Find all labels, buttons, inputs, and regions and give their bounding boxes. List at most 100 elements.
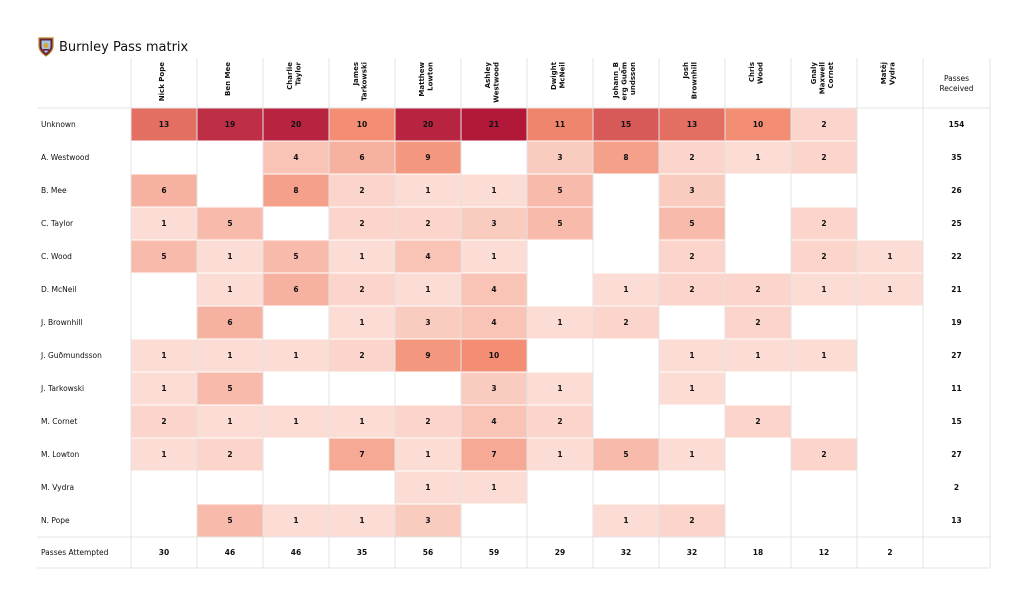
matrix-cell — [395, 339, 461, 372]
cell-value: 2 — [821, 219, 826, 228]
matrix-cell — [791, 339, 857, 372]
cell-value: 10 — [753, 120, 763, 129]
cell-value: 3 — [689, 186, 694, 195]
matrix-cell — [461, 438, 527, 471]
cell-value: 5 — [227, 219, 232, 228]
row-label: M. Lowton — [41, 450, 80, 459]
matrix-cell — [461, 405, 527, 438]
cell-value: 10 — [357, 120, 367, 129]
cell-value: 7 — [491, 450, 496, 459]
passes-attempted-value: 46 — [225, 548, 235, 557]
cell-value: 1 — [161, 450, 166, 459]
row-label: D. McNeil — [41, 285, 77, 294]
cell-value: 1 — [425, 285, 430, 294]
passes-attempted-value: 46 — [291, 548, 301, 557]
matrix-cell — [131, 339, 197, 372]
cell-value: 2 — [359, 285, 364, 294]
matrix-cell — [659, 504, 725, 537]
matrix-cell — [725, 141, 791, 174]
matrix-cell — [461, 273, 527, 306]
matrix-cell — [461, 108, 527, 141]
matrix-cell — [593, 504, 659, 537]
matrix-cell — [527, 174, 593, 207]
cell-value: 1 — [425, 483, 430, 492]
cell-value: 13 — [159, 120, 169, 129]
passes-attempted-value: 12 — [819, 548, 829, 557]
matrix-cell — [197, 372, 263, 405]
matrix-cell — [791, 108, 857, 141]
team-crest-logo — [38, 37, 54, 57]
matrix-cell — [395, 273, 461, 306]
cell-value: 5 — [623, 450, 628, 459]
matrix-cell — [593, 273, 659, 306]
column-label: Nick Pope — [158, 62, 166, 101]
cell-value: 5 — [557, 186, 562, 195]
matrix-cell — [527, 306, 593, 339]
matrix-cell — [593, 438, 659, 471]
passes-received-value: 35 — [951, 153, 961, 162]
cell-value: 1 — [293, 417, 298, 426]
matrix-cell — [659, 108, 725, 141]
matrix-cell — [131, 207, 197, 240]
matrix-cell — [395, 438, 461, 471]
cell-value: 2 — [689, 516, 694, 525]
cell-value: 10 — [489, 351, 499, 360]
cell-value: 13 — [687, 120, 697, 129]
column-label: AshleyWestwood — [484, 62, 501, 103]
matrix-cell — [197, 405, 263, 438]
cell-value: 1 — [425, 186, 430, 195]
cell-value: 2 — [623, 318, 628, 327]
cell-value: 2 — [359, 219, 364, 228]
cell-value: 5 — [557, 219, 562, 228]
cell-value: 1 — [425, 450, 430, 459]
cell-value: 15 — [621, 120, 631, 129]
matrix-cell — [263, 339, 329, 372]
cell-value: 2 — [689, 153, 694, 162]
matrix-cell — [857, 240, 923, 273]
passes-attempted-value: 2 — [887, 548, 892, 557]
matrix-cell — [263, 240, 329, 273]
cell-value: 1 — [227, 417, 232, 426]
matrix-cell — [329, 207, 395, 240]
column-label: GnalyMaxwellCornet — [810, 61, 835, 94]
matrix-cell — [659, 141, 725, 174]
matrix-cell — [461, 339, 527, 372]
cell-value: 1 — [293, 351, 298, 360]
passes-attempted-value: 30 — [159, 548, 169, 557]
column-label: MatthewLowton — [418, 61, 435, 96]
column-label: Ben Mee — [224, 62, 232, 96]
matrix-cell — [461, 372, 527, 405]
matrix-cell — [659, 273, 725, 306]
cell-value: 1 — [491, 252, 496, 261]
matrix-cell — [659, 438, 725, 471]
matrix-cell — [395, 306, 461, 339]
cell-value: 21 — [489, 120, 499, 129]
matrix-cell — [131, 372, 197, 405]
matrix-cell — [263, 273, 329, 306]
cell-value: 8 — [293, 186, 298, 195]
passes-attempted-value: 18 — [753, 548, 763, 557]
cell-value: 4 — [491, 285, 496, 294]
matrix-cells: 13 19 20 10 20 21 11 15 13 10 24 6 9 3 8 2 1 26 8 2 1 1 5 31 5 2 2… — [131, 108, 923, 537]
passes-attempted-value: 56 — [423, 548, 433, 557]
cell-value: 2 — [557, 417, 562, 426]
passes-attempted-label: Passes Attempted — [41, 548, 109, 557]
cell-value: 1 — [887, 285, 892, 294]
cell-value: 1 — [491, 483, 496, 492]
matrix-cell — [659, 339, 725, 372]
cell-value: 4 — [491, 318, 496, 327]
row-label: C. Taylor — [41, 219, 74, 228]
matrix-cell — [659, 174, 725, 207]
cell-value: 1 — [557, 318, 562, 327]
passes-received-header: Passes Received — [939, 74, 973, 93]
matrix-cell — [461, 174, 527, 207]
row-label: M. Vydra — [41, 483, 74, 492]
matrix-cell — [197, 108, 263, 141]
matrix-cell — [329, 174, 395, 207]
matrix-cell — [791, 273, 857, 306]
cell-value: 1 — [161, 219, 166, 228]
cell-value: 2 — [425, 219, 430, 228]
matrix-cell — [395, 207, 461, 240]
